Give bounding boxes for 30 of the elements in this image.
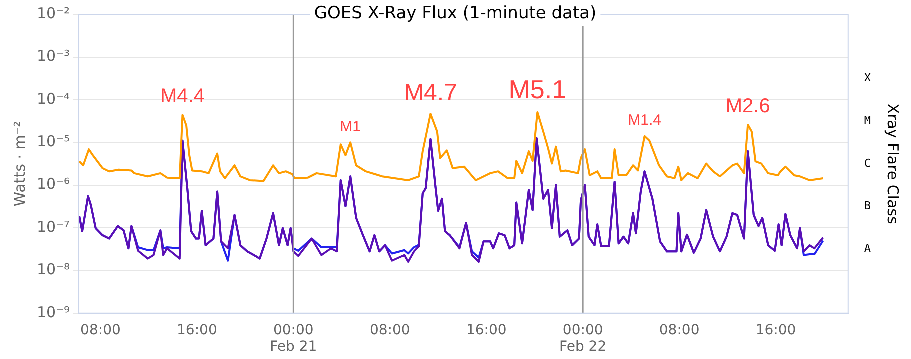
x-tick-label: 08:00	[80, 322, 121, 338]
x-tick-label: 08:00	[370, 322, 410, 338]
x-tick-label: 16:00	[756, 322, 796, 338]
x-tick-label: 00:00 Feb 22	[560, 322, 607, 356]
y-tick-label: 10⁻⁸	[36, 260, 70, 279]
y-tick-label: 10⁻⁶	[36, 175, 70, 194]
chart-title: GOES X-Ray Flux (1-minute data)	[314, 3, 597, 24]
x-tick-label: 16:00	[177, 322, 218, 338]
category-label: M	[864, 114, 871, 128]
y-tick-label: 10⁻⁵	[36, 132, 70, 151]
y2-axis-title: Xray Flare Class	[884, 104, 902, 224]
annotation: M1.4	[628, 112, 662, 130]
y-tick-label: 10⁻⁹	[36, 303, 70, 322]
category-label: B	[864, 200, 871, 213]
category-label: C	[864, 156, 871, 170]
annotation: M4.7	[404, 80, 458, 107]
annotation: M4.4	[160, 86, 205, 108]
category-label: A	[864, 242, 871, 256]
x-tick-label: 08:00	[659, 322, 700, 338]
annotation: M5.1	[508, 74, 567, 105]
y-tick-label: 10⁻²	[36, 4, 70, 22]
annotation: M1	[340, 118, 361, 136]
y-tick-label: 10⁻⁷	[36, 218, 70, 236]
y-axis-title: Watts · m⁻²	[10, 121, 29, 207]
category-label: X	[864, 71, 871, 84]
annotation: M2.6	[726, 95, 770, 118]
x-tick-label: 00:00 Feb 21	[270, 322, 318, 356]
x-tick-label: 16:00	[466, 322, 507, 338]
y-tick-label: 10⁻³	[36, 47, 70, 66]
y-tick-label: 10⁻⁴	[36, 90, 70, 108]
